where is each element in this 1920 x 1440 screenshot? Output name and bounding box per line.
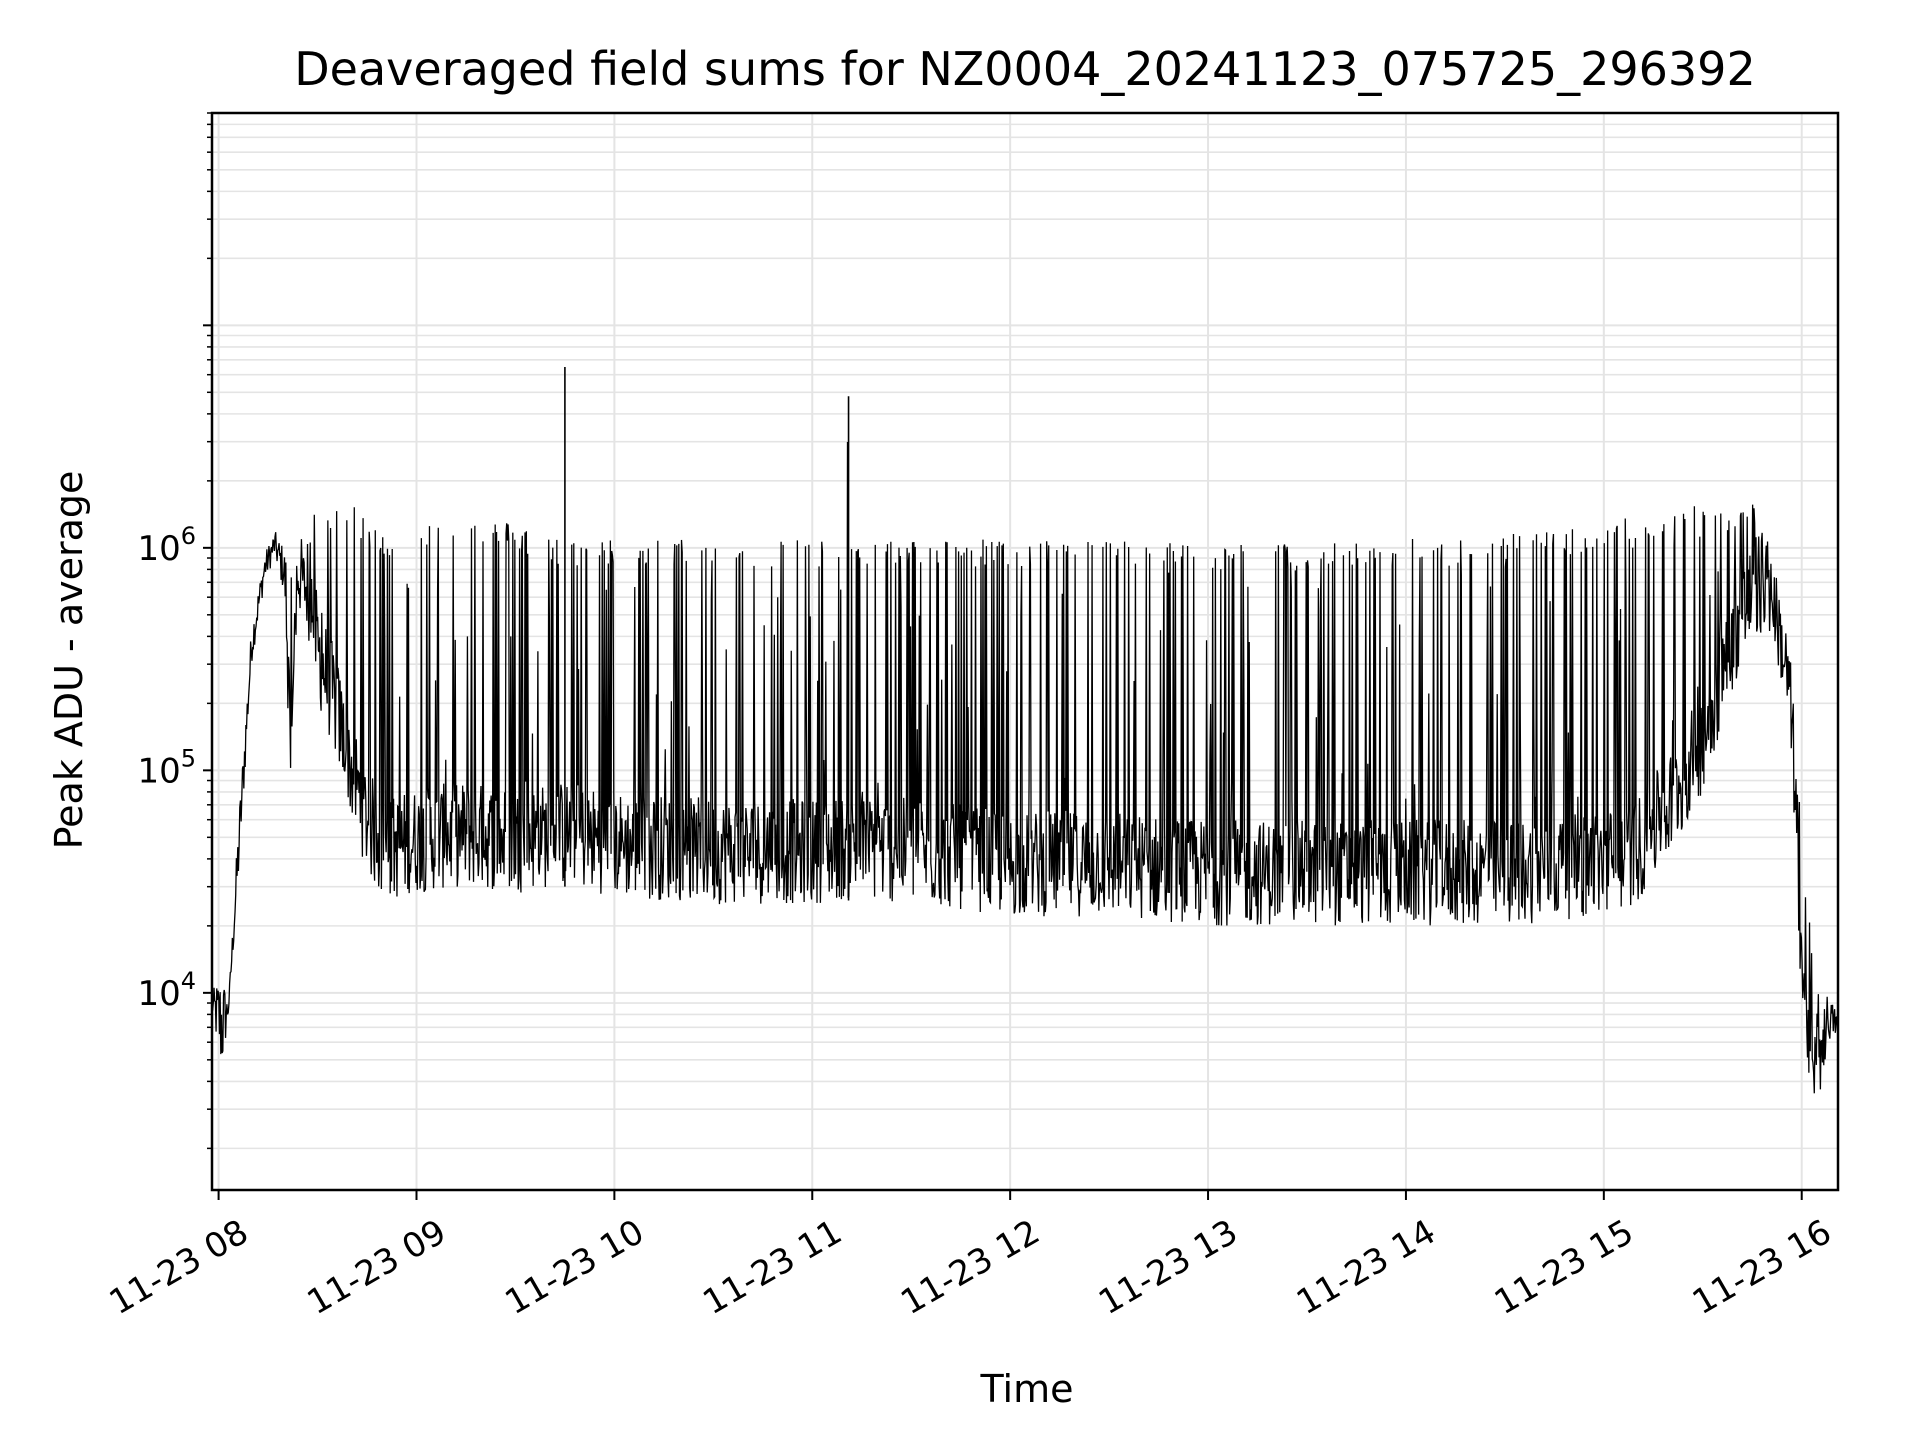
y-tick-exponent: 4 [181, 967, 196, 995]
x-axis-label: Time [980, 1367, 1074, 1411]
y-tick-base: 10 [137, 529, 180, 569]
y-tick-base: 10 [137, 751, 180, 791]
y-axis-label: Peak ADU - average [47, 471, 91, 850]
data-series [211, 366, 1839, 1094]
y-tick-label: 105 [137, 744, 196, 791]
series-line [211, 442, 1839, 1094]
y-tick-label: 106 [137, 522, 196, 569]
y-tick-exponent: 6 [181, 522, 196, 550]
chart-title: Deaveraged field sums for NZ0004_2024112… [294, 42, 1755, 96]
y-tick-base: 10 [137, 974, 180, 1014]
y-tick-exponent: 5 [181, 744, 196, 772]
y-tick-label: 104 [137, 967, 196, 1014]
plot-frame [210, 111, 1840, 1192]
